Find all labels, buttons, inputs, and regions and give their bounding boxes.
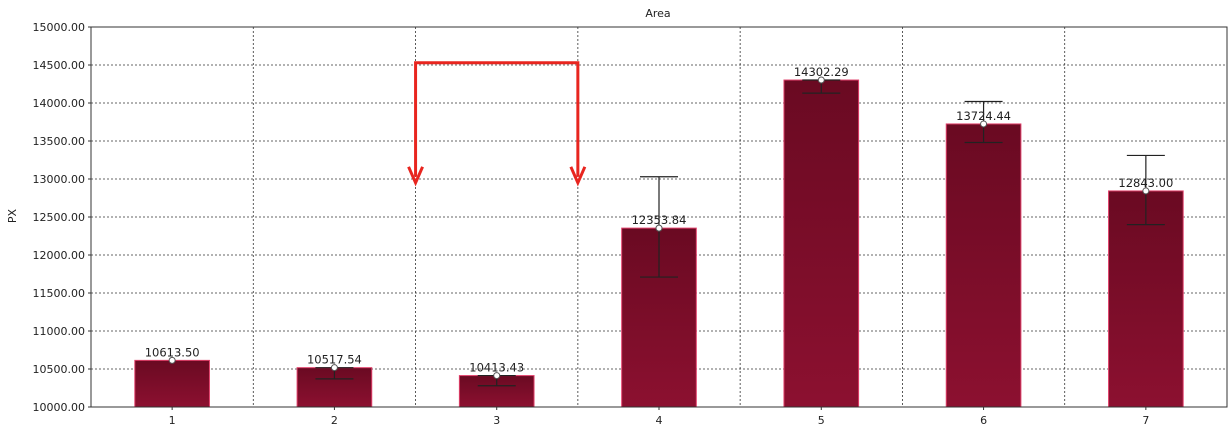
y-tick-label: 13000.00 [33,173,86,186]
x-tick-label-1: 1 [169,414,176,427]
axes: 10000.00 10500.00 11000.00 11500.00 12000.00… [33,21,1228,427]
y-tick-label: 15000.00 [33,21,86,34]
x-tick-label-7: 7 [1142,414,1149,427]
value-marker-6 [980,120,988,128]
bar-5 [783,79,860,408]
value-label-2: 10517.54 [307,353,362,367]
value-marker-3 [493,372,501,380]
bar-6 [945,123,1022,408]
value-marker-5 [817,76,825,84]
value-label-6: 13724.44 [956,109,1011,123]
y-tick-label: 14500.00 [33,59,86,72]
bar-1 [134,359,210,408]
y-tick-label: 13500.00 [33,135,86,148]
value-marker-1 [168,356,176,364]
x-tick-label-4: 4 [656,414,663,427]
x-tick-label-2: 2 [331,414,338,427]
annotation-arrowhead-1 [407,166,424,187]
y-tick-label: 10500.00 [33,363,86,376]
y-tick-label: 11000.00 [33,325,86,338]
value-label-5: 14302.29 [794,65,849,79]
value-label-3: 10413.43 [469,361,524,375]
x-tick-label-6: 6 [980,414,987,427]
y-axis-label: PX [6,208,19,223]
chart-title: Area [645,7,670,20]
y-tick-label: 12500.00 [33,211,86,224]
value-label-7: 12843.00 [1118,176,1173,190]
value-marker-4 [655,224,663,232]
x-tick-label-5: 5 [818,414,825,427]
y-tick-label: 11500.00 [33,287,86,300]
value-marker-2 [330,364,338,372]
bar-7 [1108,190,1184,408]
bars: 10613.50 10517.54 10413.43 12353.84 14302.29… [134,65,1184,408]
x-tick-label-3: 3 [493,414,500,427]
annotation-bracket [414,61,580,177]
y-tick-label: 10000.00 [33,401,86,414]
y-tick-label: 12000.00 [33,249,86,262]
annotation-arrows [407,61,587,187]
y-tick-label: 14000.00 [33,97,86,110]
annotation-arrowhead-2 [569,166,587,187]
value-marker-7 [1142,187,1150,195]
value-label-1: 10613.50 [145,345,200,359]
value-label-4: 12353.84 [632,213,687,227]
